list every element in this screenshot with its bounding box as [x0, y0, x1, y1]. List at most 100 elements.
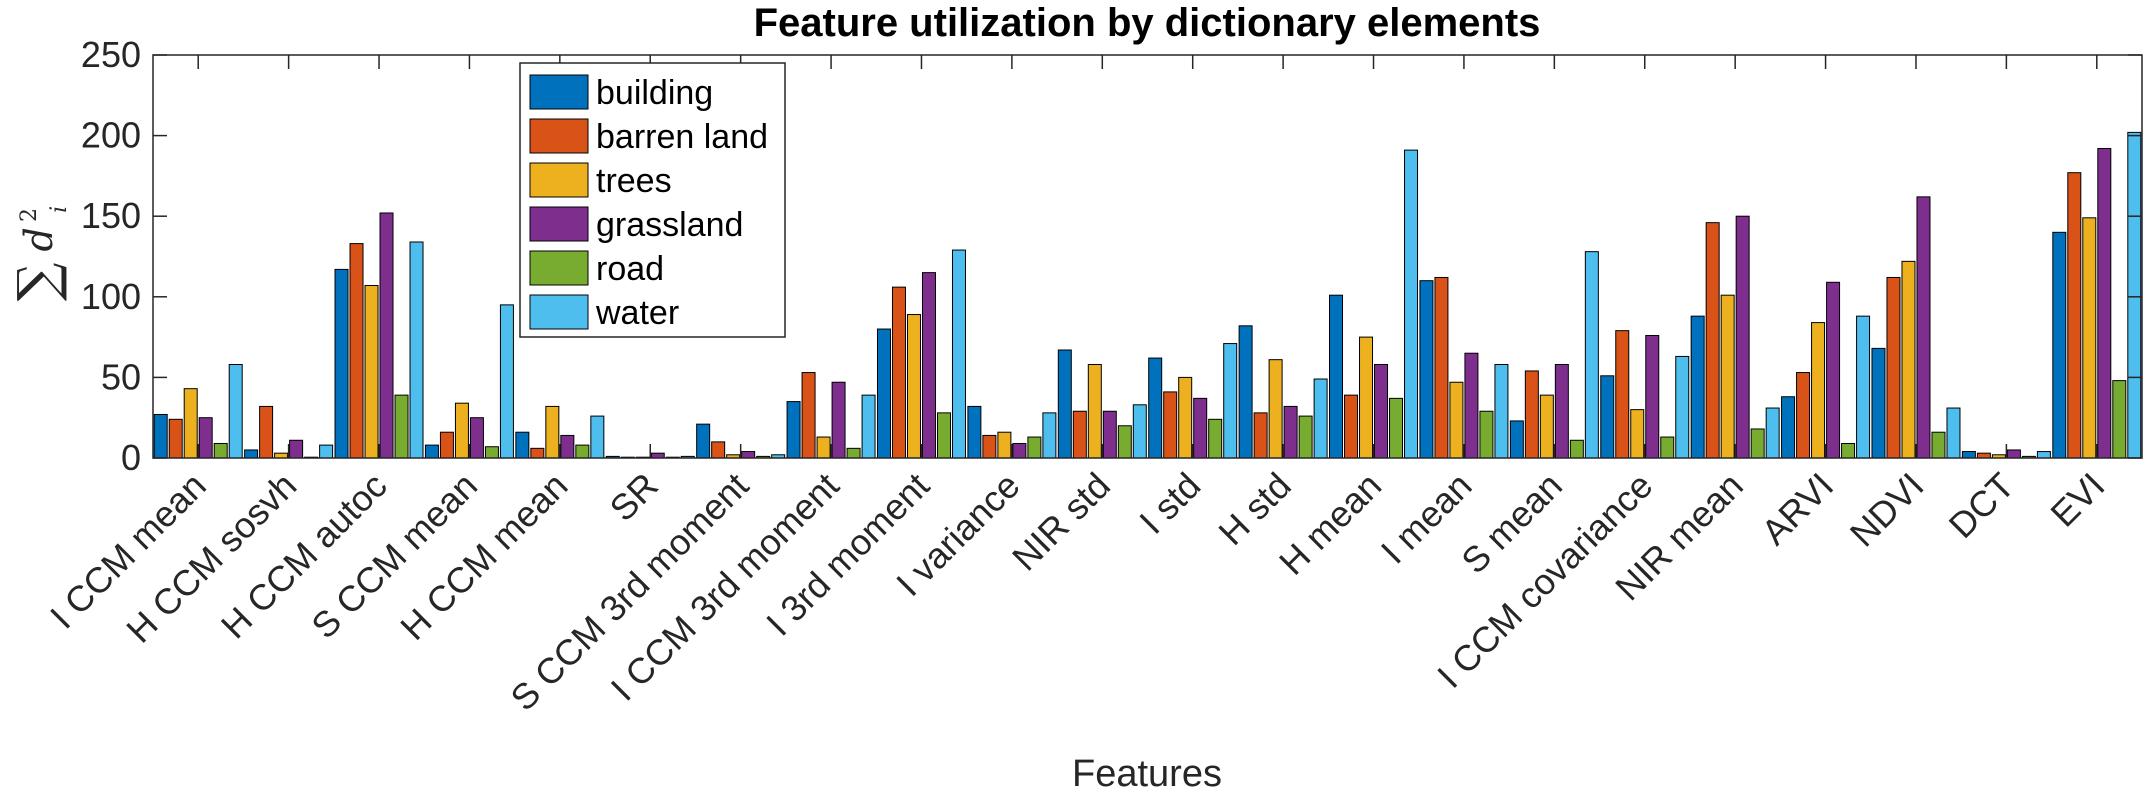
legend-label-trees: trees [596, 162, 672, 200]
bar-road-0 [213, 442, 228, 459]
y-tick-label-250: 250 [81, 34, 141, 75]
bar-barren-land-2 [349, 243, 364, 459]
bar-barren-land-7 [801, 372, 816, 459]
x-tick-label-10: NIR std [1004, 465, 1118, 579]
bar-trees-11 [1178, 376, 1193, 459]
bar-building-14 [1419, 280, 1434, 459]
bar-building-0 [153, 413, 168, 459]
svg-text:∑ d 2: ∑ d 2 i [6, 203, 72, 301]
bar-grassland-7 [831, 381, 846, 459]
bar-water-19 [1946, 407, 1961, 459]
bar-grassland-15 [1554, 364, 1569, 459]
bar-building-21 [2052, 231, 2067, 459]
bar-barren-land-14 [1434, 276, 1449, 459]
legend-swatch-trees [529, 162, 589, 198]
legend-label-water: water [595, 294, 679, 332]
bar-barren-land-12 [1253, 412, 1268, 459]
chart-title: Feature utilization by dictionary elemen… [754, 1, 1541, 45]
bar-road-7 [846, 447, 861, 459]
bar-building-3 [424, 444, 439, 459]
bar-building-13 [1329, 294, 1344, 459]
bar-trees-15 [1539, 394, 1554, 459]
bar-water-18 [1856, 315, 1871, 459]
bar-grassland-14 [1464, 352, 1479, 459]
y-tick-label-50: 50 [101, 356, 141, 397]
bar-grassland-13 [1374, 364, 1389, 459]
bar-water-4 [590, 415, 605, 459]
bar-grassland-9 [1012, 442, 1027, 459]
bar-trees-14 [1449, 381, 1464, 459]
bar-water-10 [1132, 404, 1147, 459]
bar-road-15 [1569, 439, 1584, 459]
bar-grassland-10 [1102, 410, 1117, 459]
x-axis-title: Features [1072, 753, 1222, 795]
bar-building-6 [696, 423, 711, 459]
x-tick-label-18: ARVI [1753, 465, 1841, 553]
bar-barren-land-21 [2067, 172, 2082, 459]
y-axis-sum-symbol: ∑ [6, 263, 69, 302]
bar-water-13 [1404, 149, 1419, 459]
bar-water-7 [861, 394, 876, 459]
bar-building-15 [1509, 420, 1524, 459]
bar-water-0 [228, 364, 243, 459]
x-tick-label-11: I std [1131, 465, 1208, 542]
bar-building-20 [1961, 451, 1976, 459]
bar-trees-2 [364, 285, 379, 459]
y-axis-subscript: i [47, 206, 72, 213]
bar-trees-18 [1811, 322, 1826, 459]
bar-grassland-1 [289, 439, 304, 459]
bar-building-1 [244, 449, 259, 459]
bar-road-3 [484, 446, 499, 459]
bar-building-18 [1781, 396, 1796, 459]
bar-road-21 [2112, 380, 2127, 459]
bar-road-11 [1208, 418, 1223, 459]
legend: building barren land trees grassland road wat… [519, 62, 786, 338]
bar-grassland-4 [560, 434, 575, 459]
bar-grassland-17 [1735, 215, 1750, 459]
bar-trees-10 [1087, 364, 1102, 459]
bar-road-10 [1117, 425, 1132, 459]
bar-grassland-0 [198, 417, 213, 459]
bar-road-16 [1660, 436, 1675, 459]
plot-area [153, 55, 2142, 458]
bar-barren-land-3 [439, 431, 454, 459]
bar-water-9 [1042, 412, 1057, 459]
bar-water-2 [409, 241, 424, 459]
plot-frame [152, 54, 2143, 459]
bar-barren-land-1 [259, 405, 274, 459]
bar-road-12 [1298, 415, 1313, 459]
bar-building-11 [1148, 357, 1163, 459]
bar-water-12 [1313, 378, 1328, 459]
bar-water-14 [1494, 364, 1509, 459]
bar-building-2 [334, 268, 349, 459]
bar-road-19 [1931, 431, 1946, 459]
bar-water-1 [319, 444, 334, 459]
bar-water-15 [1584, 251, 1599, 459]
bar-grassland-11 [1193, 397, 1208, 459]
bar-grassland-8 [921, 272, 936, 459]
bar-grassland-3 [469, 417, 484, 459]
bar-barren-land-0 [168, 418, 183, 459]
bar-building-4 [515, 431, 530, 459]
bar-grassland-18 [1826, 281, 1841, 459]
legend-swatch-building [529, 74, 589, 110]
bar-building-12 [1238, 325, 1253, 459]
legend-label-road: road [596, 250, 664, 288]
bar-grassland-6 [741, 451, 756, 459]
bar-barren-land-18 [1796, 372, 1811, 459]
bar-barren-land-6 [711, 441, 726, 459]
bar-barren-land-19 [1886, 276, 1901, 459]
y-tick-label-0: 0 [121, 437, 141, 478]
bar-grassland-12 [1283, 405, 1298, 459]
bar-trees-7 [816, 436, 831, 459]
bar-road-2 [394, 394, 409, 459]
legend-swatch-water [529, 294, 589, 330]
y-tick-label-100: 100 [81, 276, 141, 317]
bar-trees-19 [1901, 260, 1916, 459]
bar-trees-9 [997, 431, 1012, 459]
bar-road-14 [1479, 410, 1494, 459]
legend-label-grassland: grassland [596, 206, 743, 244]
bar-building-8 [876, 328, 891, 459]
